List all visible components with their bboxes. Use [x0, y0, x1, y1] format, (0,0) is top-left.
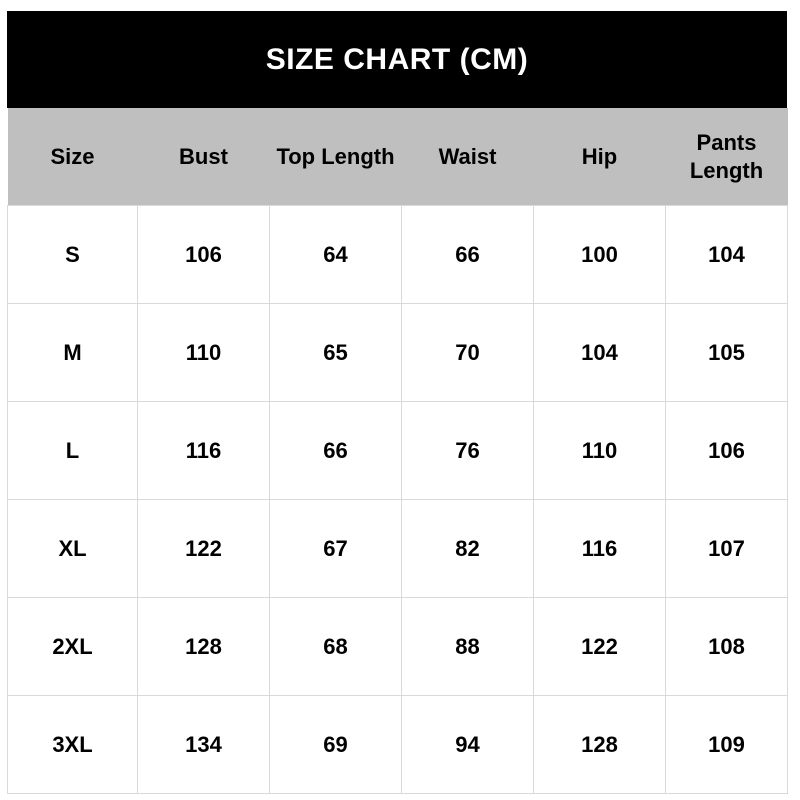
- table-row: XL 122 67 82 116 107: [7, 499, 788, 598]
- top-length-cell: 66: [269, 401, 402, 500]
- table-row: M 110 65 70 104 105: [7, 303, 788, 402]
- waist-cell: 76: [401, 401, 534, 500]
- top-length-cell: 67: [269, 499, 402, 598]
- size-cell: XL: [7, 499, 138, 598]
- size-cell: M: [7, 303, 138, 402]
- pants-length-cell: 104: [665, 205, 788, 304]
- pants-length-cell: 108: [665, 597, 788, 696]
- hip-cell: 104: [533, 303, 666, 402]
- pants-length-cell: 106: [665, 401, 788, 500]
- column-header-top-length: Top Length: [269, 108, 402, 206]
- column-header-waist: Waist: [401, 108, 534, 206]
- pants-length-cell: 105: [665, 303, 788, 402]
- top-length-cell: 68: [269, 597, 402, 696]
- size-chart-title: SIZE CHART (CM): [265, 42, 529, 76]
- table-row: 2XL 128 68 88 122 108: [7, 597, 788, 696]
- column-header-size: Size: [7, 108, 138, 206]
- table-row: L 116 66 76 110 106: [7, 401, 788, 500]
- bust-cell: 116: [137, 401, 270, 500]
- pants-length-cell: 109: [665, 695, 788, 794]
- size-cell: 2XL: [7, 597, 138, 696]
- size-cell: S: [7, 205, 138, 304]
- hip-cell: 116: [533, 499, 666, 598]
- bust-cell: 134: [137, 695, 270, 794]
- size-cell: 3XL: [7, 695, 138, 794]
- waist-cell: 88: [401, 597, 534, 696]
- table-row: S 106 64 66 100 104: [7, 205, 788, 304]
- hip-cell: 128: [533, 695, 666, 794]
- hip-cell: 110: [533, 401, 666, 500]
- bust-cell: 106: [137, 205, 270, 304]
- hip-cell: 122: [533, 597, 666, 696]
- pants-length-cell: 107: [665, 499, 788, 598]
- top-length-cell: 64: [269, 205, 402, 304]
- bust-cell: 128: [137, 597, 270, 696]
- table-row: 3XL 134 69 94 128 109: [7, 695, 788, 794]
- column-header-bust: Bust: [137, 108, 270, 206]
- waist-cell: 66: [401, 205, 534, 304]
- waist-cell: 82: [401, 499, 534, 598]
- size-chart: SIZE CHART (CM) Size Bust Top Length Wai…: [7, 11, 788, 794]
- bust-cell: 122: [137, 499, 270, 598]
- size-chart-title-banner: SIZE CHART (CM): [7, 11, 787, 108]
- size-cell: L: [7, 401, 138, 500]
- size-chart-table: Size Bust Top Length Waist Hip Pants Len…: [7, 108, 788, 794]
- waist-cell: 94: [401, 695, 534, 794]
- bust-cell: 110: [137, 303, 270, 402]
- header-row: Size Bust Top Length Waist Hip Pants Len…: [7, 108, 788, 206]
- top-length-cell: 69: [269, 695, 402, 794]
- hip-cell: 100: [533, 205, 666, 304]
- top-length-cell: 65: [269, 303, 402, 402]
- column-header-hip: Hip: [533, 108, 666, 206]
- column-header-pants-length: Pants Length: [665, 108, 788, 206]
- waist-cell: 70: [401, 303, 534, 402]
